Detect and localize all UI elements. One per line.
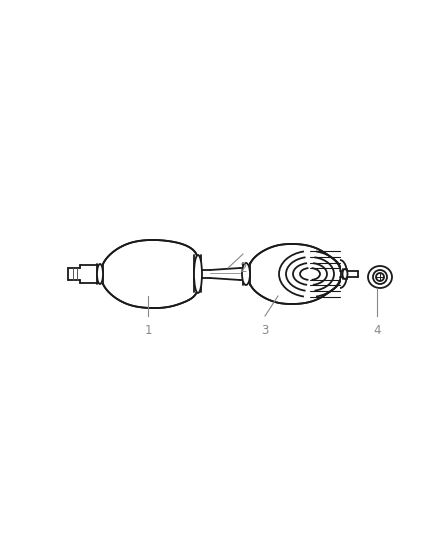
Ellipse shape: [373, 270, 387, 284]
Ellipse shape: [343, 269, 347, 279]
Ellipse shape: [97, 264, 103, 284]
Text: 1: 1: [144, 324, 152, 337]
Ellipse shape: [242, 263, 250, 285]
Polygon shape: [103, 240, 197, 308]
Text: 2: 2: [239, 262, 247, 275]
Polygon shape: [250, 244, 340, 304]
Text: 3: 3: [261, 324, 268, 337]
Ellipse shape: [368, 266, 392, 288]
Ellipse shape: [376, 273, 384, 281]
Text: 4: 4: [373, 324, 381, 337]
Ellipse shape: [194, 255, 202, 293]
